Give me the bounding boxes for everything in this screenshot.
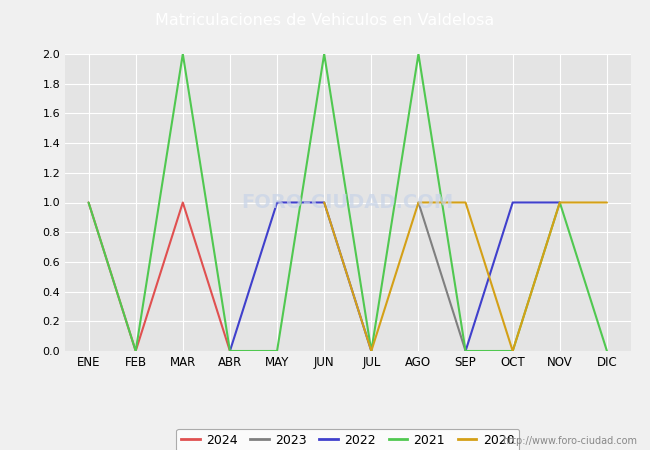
- Text: http://www.foro-ciudad.com: http://www.foro-ciudad.com: [502, 436, 637, 446]
- Text: FORO-CIUDAD.COM: FORO-CIUDAD.COM: [242, 193, 454, 212]
- Legend: 2024, 2023, 2022, 2021, 2020: 2024, 2023, 2022, 2021, 2020: [176, 429, 519, 450]
- Text: Matriculaciones de Vehiculos en Valdelosa: Matriculaciones de Vehiculos en Valdelos…: [155, 13, 495, 28]
